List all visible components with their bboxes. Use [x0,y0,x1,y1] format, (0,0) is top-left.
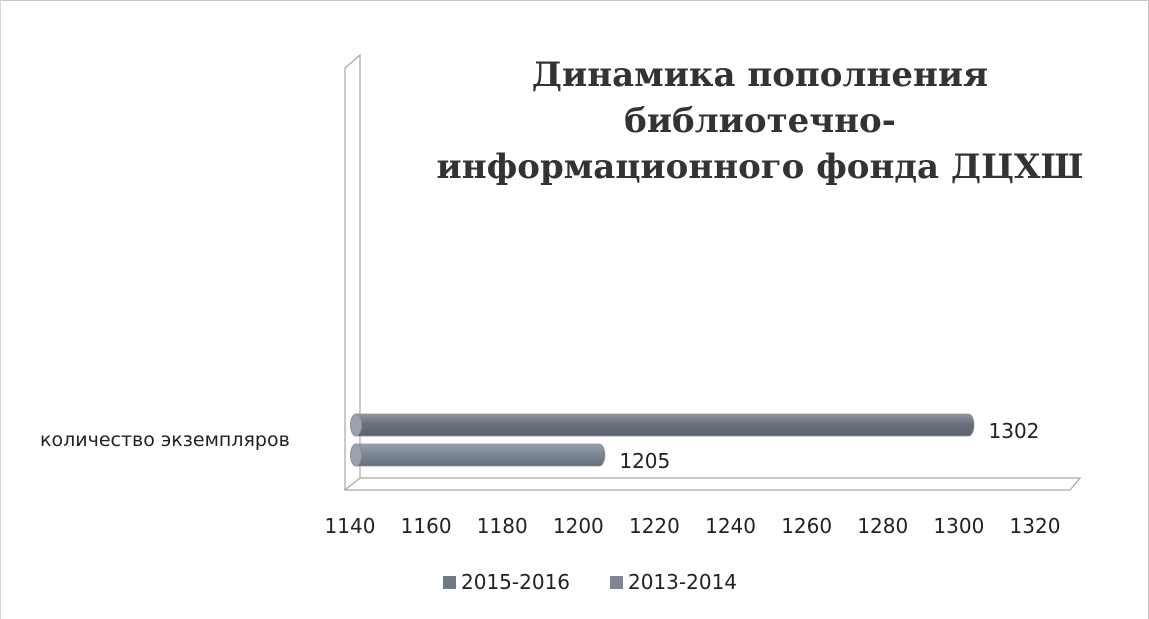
x-axis-floor [345,477,1082,491]
data-labels: 1302 1205 [619,419,1039,473]
bar-2015-2016 [350,413,975,437]
x-tick-1220: 1220 [629,514,680,538]
x-tick-1160: 1160 [401,514,452,538]
chart-title-line-2: информационного фонда ДЦХШ [436,147,1084,187]
legend: 2015-2016 2013-2014 [443,570,737,594]
y-axis-wall [344,53,361,492]
category-label: количество экземпляров [40,429,290,451]
x-tick-1300: 1300 [933,514,984,538]
x-tick-1280: 1280 [857,514,908,538]
axes [344,53,1082,492]
x-axis-ticks: 1140 1160 1180 1200 1220 1240 1260 1280 1300 1320 [325,514,1061,538]
bar-2013-2014 [350,443,606,467]
bars: количество экземпляров [40,413,975,467]
x-tick-1320: 1320 [1010,514,1061,538]
legend-swatch-2015-2016 [443,576,456,589]
legend-label-2015-2016: 2015-2016 [461,570,570,594]
x-tick-1180: 1180 [477,514,528,538]
chart-title: Динамика пополнения библиотечно-информац… [400,52,1120,190]
x-tick-1140: 1140 [325,514,376,538]
chart-title-line-1: Динамика пополнения библиотечно- [531,55,989,141]
x-tick-1260: 1260 [781,514,832,538]
x-tick-1240: 1240 [705,514,756,538]
bar-cap-2013-2014 [350,443,362,467]
data-label-2015-2016: 1302 [989,419,1040,443]
x-tick-1200: 1200 [553,514,604,538]
data-label-2013-2014: 1205 [619,449,670,473]
legend-swatch-2013-2014 [610,576,623,589]
bar-cap-2015-2016 [350,413,362,437]
legend-label-2013-2014: 2013-2014 [628,570,737,594]
